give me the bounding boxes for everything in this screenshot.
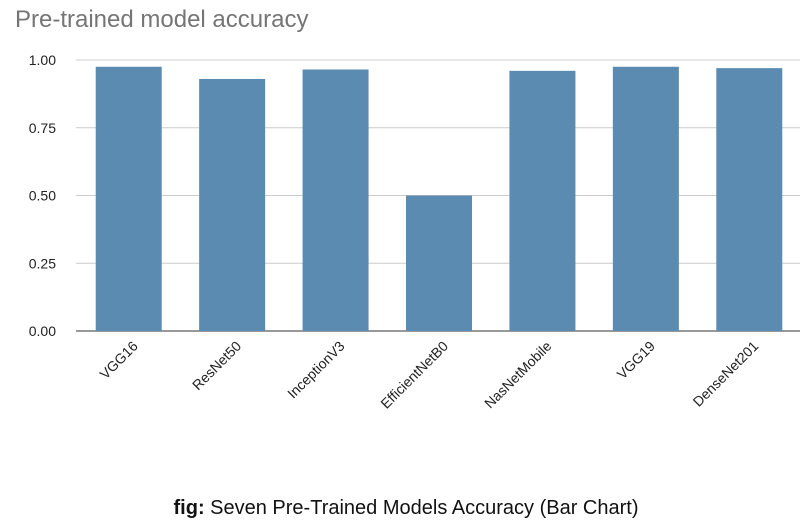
y-tick-label: 0.25 [29,255,56,271]
bars [95,66,783,332]
x-tick-label: DenseNet201 [690,338,762,410]
bar-nasnetmobile [509,70,576,331]
y-tick-label: 0.75 [29,120,56,136]
bar-vgg19 [612,66,679,332]
x-tick-label: VGG16 [96,338,140,382]
bar-efficientnetb0 [406,195,472,331]
bar-chart: Pre-trained model accuracy 0.000.250.500… [15,6,800,412]
x-tick-label: EfficientNetB0 [377,338,451,412]
caption-text: Seven Pre-Trained Models Accuracy (Bar C… [204,497,639,519]
bar-densenet201 [716,68,783,331]
bar-inceptionv3 [302,69,369,332]
x-tick-label: InceptionV3 [284,338,348,402]
y-tick-label: 1.00 [29,52,56,68]
bar-vgg16 [95,66,162,332]
y-tick-label: 0.50 [29,188,56,204]
x-tick-label: VGG19 [614,338,658,382]
x-tick-labels: VGG16 ResNet50 InceptionV3 EfficientNetB0 Na… [96,338,761,412]
bar-resnet50 [199,78,266,331]
y-tick-label: 0.00 [29,323,56,339]
y-tick-labels: 0.00 0.25 0.50 0.75 1.00 [29,52,56,339]
figure-caption: fig: Seven Pre-Trained Models Accuracy (… [0,497,812,520]
x-tick-label: ResNet50 [189,338,244,393]
x-tick-label: NasNetMobile [481,338,555,412]
caption-prefix: fig: [173,497,205,519]
chart-title: Pre-trained model accuracy [15,6,308,33]
